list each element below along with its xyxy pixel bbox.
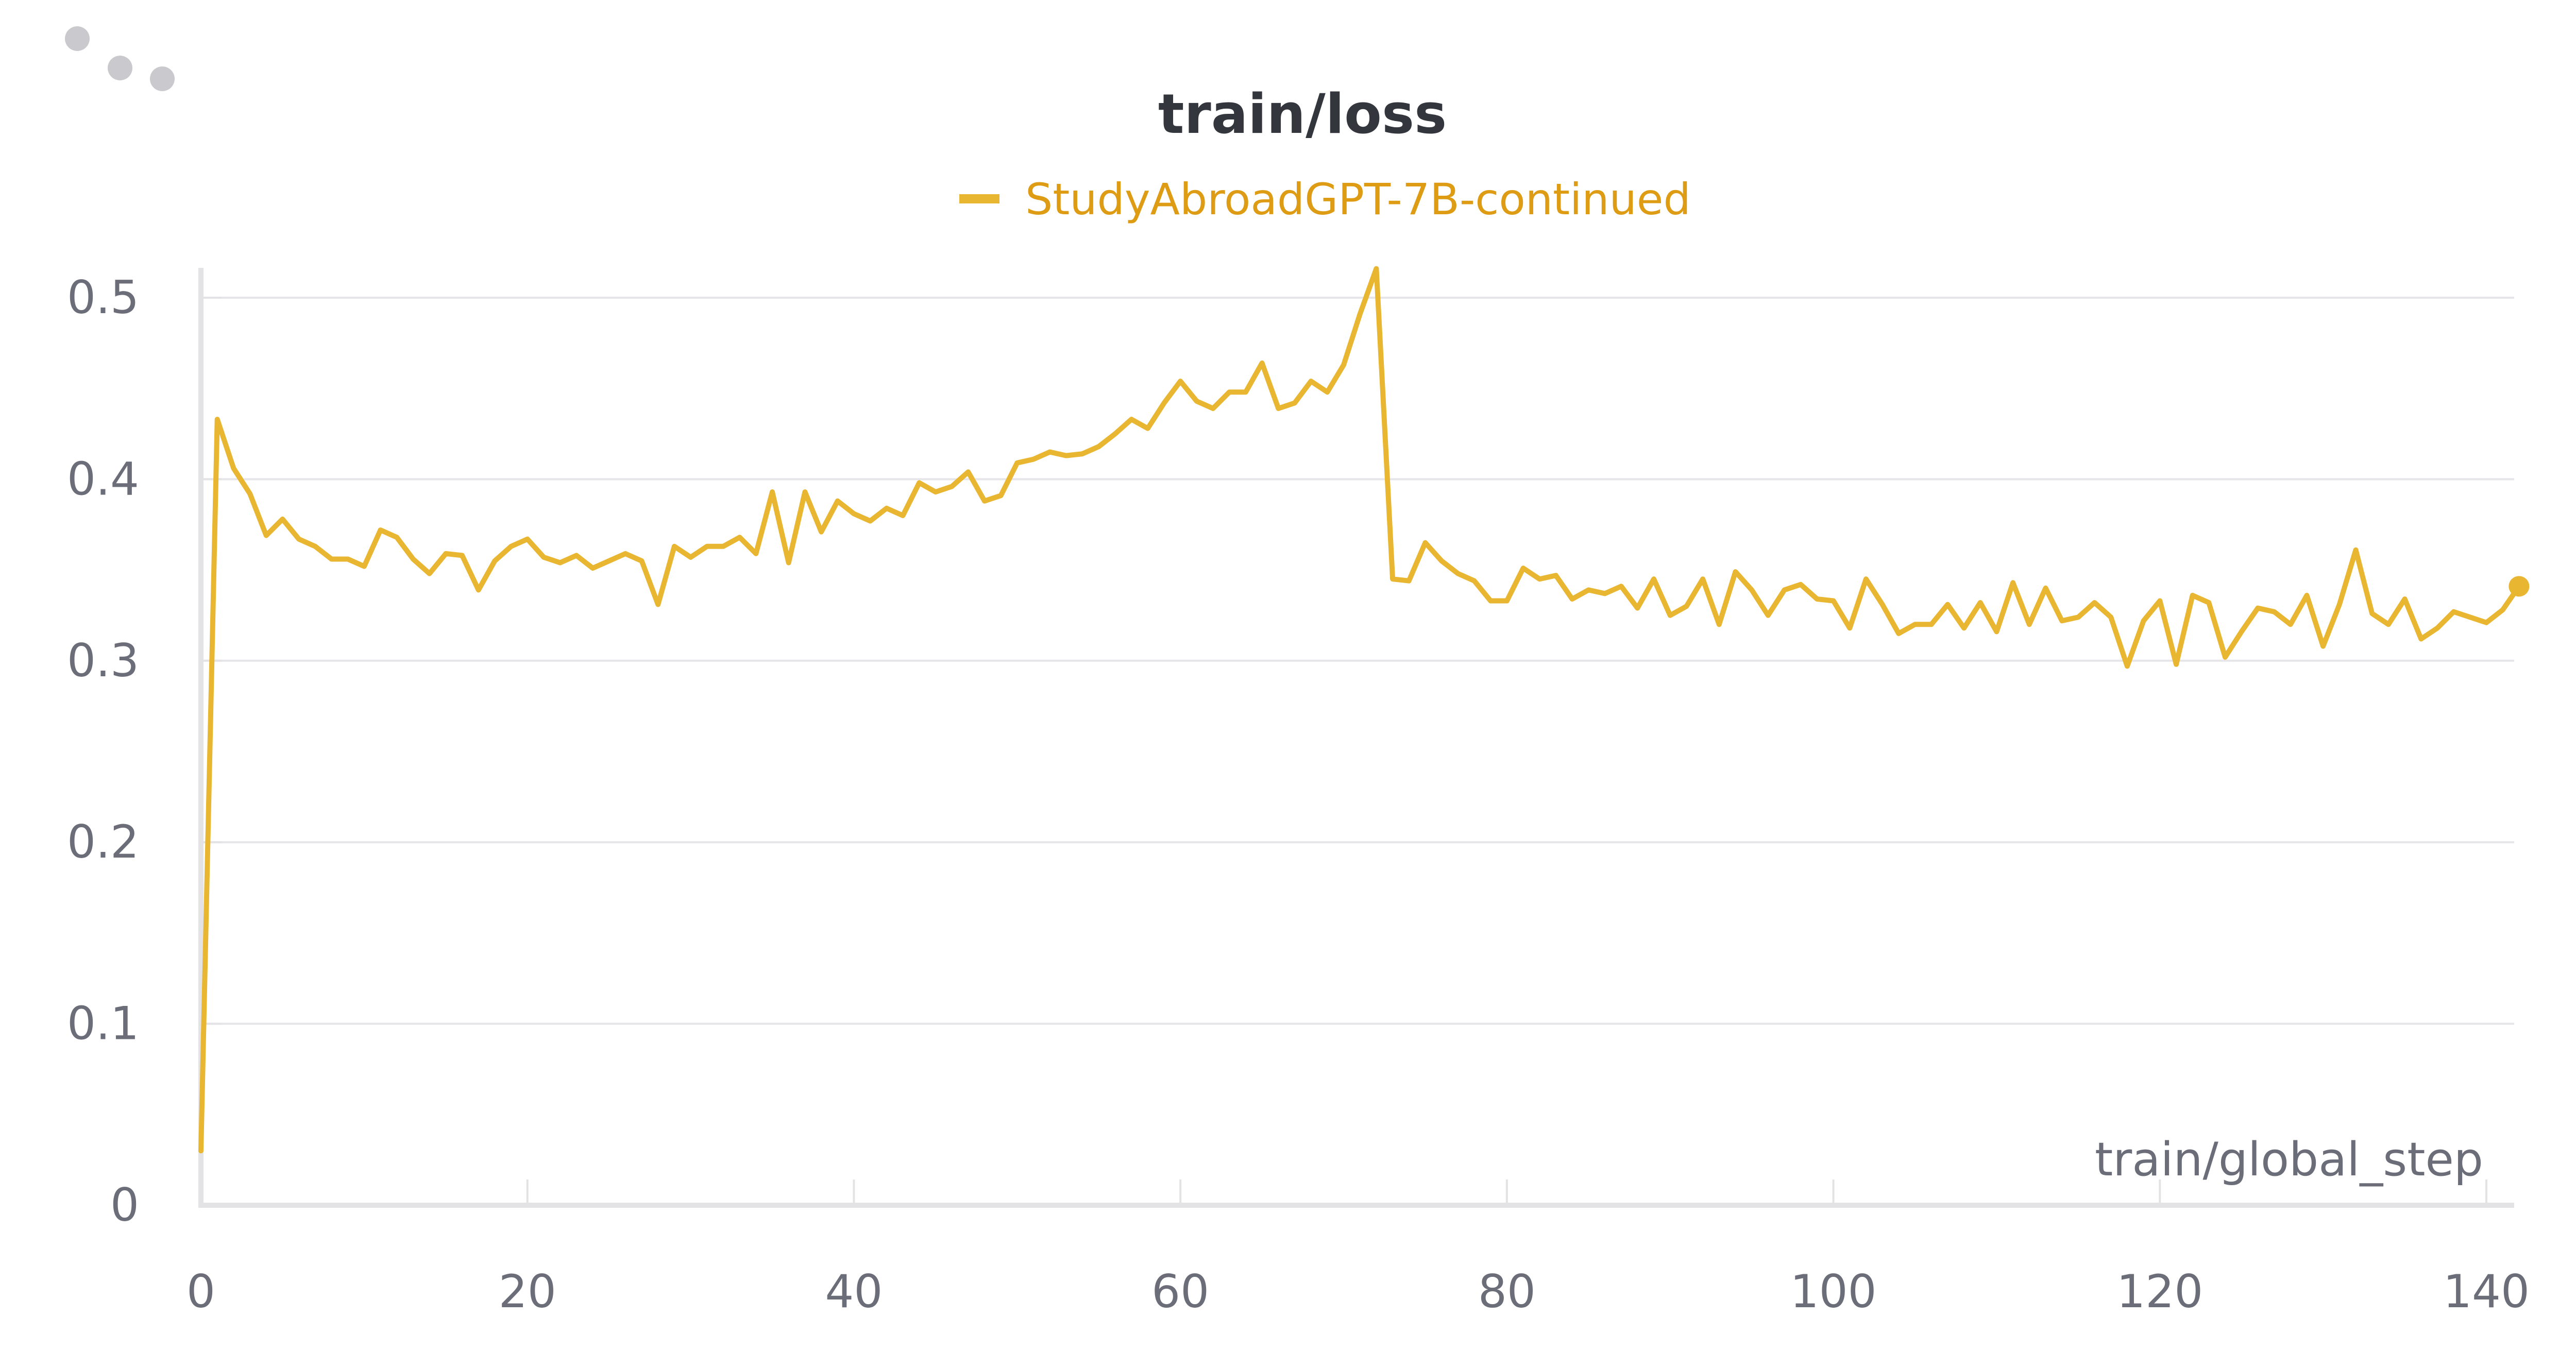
drag-handle-dots-icon[interactable] — [65, 26, 175, 91]
series-layer[interactable] — [198, 266, 2530, 1154]
x-tick-label: 140 — [2443, 1265, 2530, 1318]
x-axis-label: train/global_step — [2095, 1133, 2483, 1187]
x-tick-label: 20 — [499, 1265, 556, 1318]
y-tick-label: 0.5 — [67, 271, 139, 324]
x-tick-label: 60 — [1151, 1265, 1209, 1318]
x-tick-label: 40 — [825, 1265, 883, 1318]
series-line[interactable] — [198, 266, 2522, 1154]
y-tick-label: 0.1 — [67, 997, 139, 1050]
x-tick-label: 120 — [2116, 1265, 2203, 1318]
axes — [198, 268, 2514, 1208]
x-tick-label: 0 — [187, 1265, 215, 1318]
legend-series-name: StudyAbroadGPT-7B-continued — [1025, 174, 1691, 225]
y-tick-label: 0 — [110, 1178, 139, 1232]
chart-title: train/loss — [1158, 82, 1447, 146]
y-axis-ticks: 0 0.1 0.2 0.3 0.4 0.5 — [67, 271, 139, 1232]
x-tick-label: 100 — [1790, 1265, 1877, 1318]
legend[interactable]: StudyAbroadGPT-7B-continued — [959, 174, 1691, 225]
y-tick-label: 0.2 — [67, 815, 139, 868]
y-tick-label: 0.3 — [67, 634, 139, 687]
x-tick-label: 80 — [1478, 1265, 1536, 1318]
x-axis-ticks: 0 20 40 60 80 100 120 140 — [187, 1179, 2530, 1318]
grid-lines — [201, 297, 2514, 1025]
series-endpoint-marker[interactable] — [2509, 576, 2530, 597]
y-tick-label: 0.4 — [67, 452, 139, 505]
